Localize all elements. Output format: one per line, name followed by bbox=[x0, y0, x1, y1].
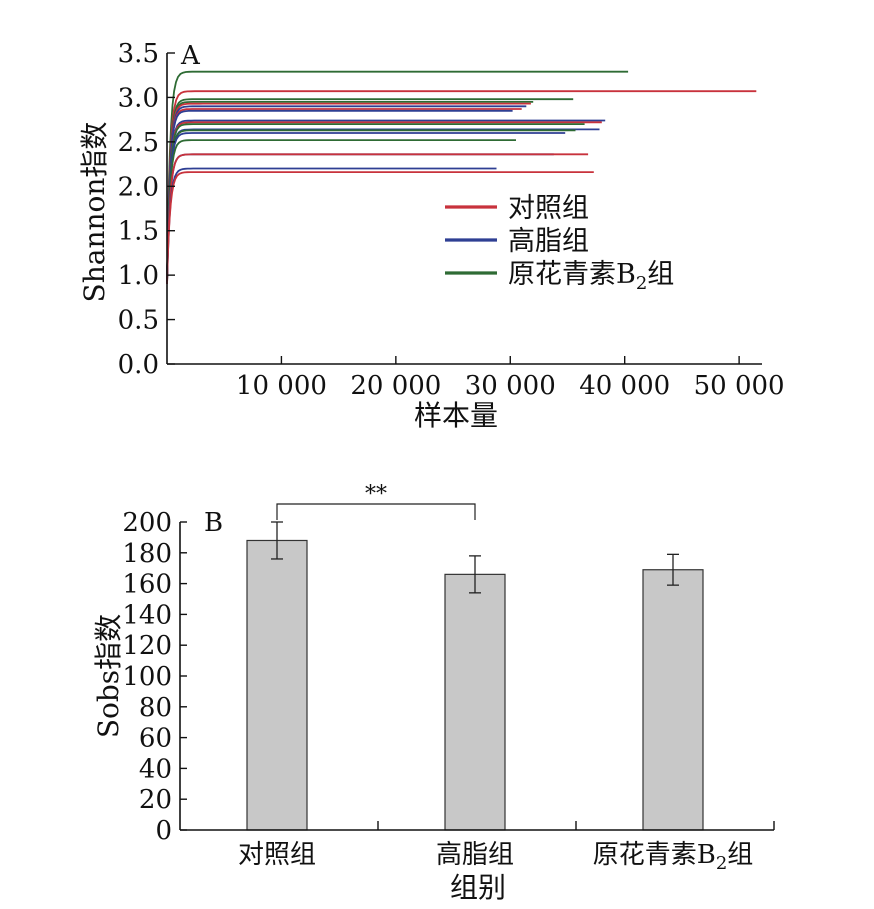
chart-b-ylabel-group: Sobs指数 bbox=[92, 614, 125, 738]
chart-b-ytick-label-8: 160 bbox=[122, 570, 172, 600]
chart-a-ylabel: Shannon指数 bbox=[78, 122, 111, 303]
chart-a-series-line-0 bbox=[166, 70, 629, 285]
chart-a-xtick-label-0: 10 000 bbox=[236, 371, 327, 401]
chart-b-significance-bracket bbox=[276, 503, 476, 520]
chart-a-series-line-17 bbox=[166, 167, 497, 284]
chart-b-ytick-label-1: 20 bbox=[139, 785, 172, 815]
chart-a-series-line-14 bbox=[166, 139, 516, 284]
chart-a-legend-label-2-sub: 2 bbox=[636, 273, 647, 294]
chart-a-axes: 0.0 0.5 1.0 1.5 2.0 2.5 3.0 3.5 10 000 20 000 30 0… bbox=[118, 39, 785, 401]
chart-b-ytick-label-2: 40 bbox=[139, 754, 172, 784]
chart-b-ylabel: Sobs指数 bbox=[92, 614, 125, 738]
chart-b-category-label-1: 高脂组 bbox=[436, 840, 514, 870]
chart-b-significance-label: ** bbox=[365, 482, 387, 507]
chart-a-ytick-label-1: 0.5 bbox=[118, 306, 159, 336]
chart-a-legend-label-2-main: 原花青素B bbox=[508, 259, 636, 290]
chart-a-xtick-label-3: 40 000 bbox=[579, 371, 670, 401]
chart-b-category-label-2-main: 原花青素B bbox=[593, 840, 716, 870]
chart-b-category-label-2-tail: 组 bbox=[727, 840, 753, 870]
chart-a-series-line-6 bbox=[166, 108, 522, 284]
chart-a-xtick-label-4: 50 000 bbox=[694, 371, 785, 401]
chart-b-ytick-label-0: 0 bbox=[155, 816, 172, 846]
chart-b-category-label-1-main: 高脂组 bbox=[436, 840, 514, 870]
chart-b-xlabel: 组别 bbox=[450, 871, 506, 904]
chart-a-ytick-label-5: 2.5 bbox=[118, 128, 159, 158]
chart-b-category-label-2: 原花青素B2组 bbox=[593, 840, 754, 874]
chart-a-series-group bbox=[166, 70, 757, 285]
chart-a-ylabel-group: Shannon指数 bbox=[78, 122, 111, 303]
chart-b-ytick-label-7: 140 bbox=[122, 600, 172, 630]
chart-a-ytick-label-3: 1.5 bbox=[118, 217, 159, 247]
chart-a-series-line-16 bbox=[166, 153, 589, 285]
chart-a-ytick-label-6: 3.0 bbox=[118, 83, 159, 113]
chart-a-legend-label-2-tail: 组 bbox=[647, 259, 674, 290]
chart-a-ytick-label-2: 1.0 bbox=[118, 261, 159, 291]
chart-a-ytick-label-4: 2.0 bbox=[118, 172, 159, 202]
chart-a-legend-label-0: 对照组 bbox=[508, 193, 589, 224]
chart-b-bar-1 bbox=[444, 573, 506, 831]
chart-a-series-line-15 bbox=[166, 153, 554, 284]
chart-b-category-label-2-sub: 2 bbox=[716, 853, 727, 874]
chart-a-xtick-label-2: 30 000 bbox=[465, 371, 556, 401]
chart-a-series-line-13 bbox=[166, 132, 566, 284]
chart-a-xtick-label-1: 20 000 bbox=[350, 371, 441, 401]
chart-b-ytick-label-10: 200 bbox=[122, 508, 172, 538]
chart-a-ytick-label-0: 0.0 bbox=[118, 350, 159, 380]
panel-a-label: A bbox=[180, 41, 201, 71]
chart-b-category-label-0-main: 对照组 bbox=[238, 840, 316, 870]
chart-b-ytick-label-4: 80 bbox=[139, 693, 172, 723]
chart-b-significance: ** bbox=[276, 482, 476, 520]
chart-b-bar-0 bbox=[246, 539, 308, 831]
chart-b-ytick-label-3: 60 bbox=[139, 724, 172, 754]
chart-a-series-line-18 bbox=[166, 171, 594, 285]
chart-b-ytick-label-9: 180 bbox=[122, 539, 172, 569]
chart-b-ytick-label-5: 100 bbox=[122, 662, 172, 692]
chart-a-ytick-label-7: 3.5 bbox=[118, 39, 159, 69]
chart-a-series-line-7 bbox=[166, 109, 513, 284]
panel-b-label: B bbox=[204, 508, 223, 538]
chart-b-bar-2 bbox=[642, 569, 704, 831]
chart-a-series-line-1 bbox=[166, 90, 757, 285]
chart-b-bars-group bbox=[246, 521, 704, 831]
chart-b-category-label-0: 对照组 bbox=[238, 840, 316, 870]
chart-a-series-line-10 bbox=[166, 123, 585, 285]
chart-a-legend-label-1: 高脂组 bbox=[508, 226, 589, 257]
chart-a-xlabel: 样本量 bbox=[414, 399, 498, 432]
chart-a-legend-label-2: 原花青素B2组 bbox=[508, 259, 674, 294]
chart-b-ytick-label-6: 120 bbox=[122, 631, 172, 661]
